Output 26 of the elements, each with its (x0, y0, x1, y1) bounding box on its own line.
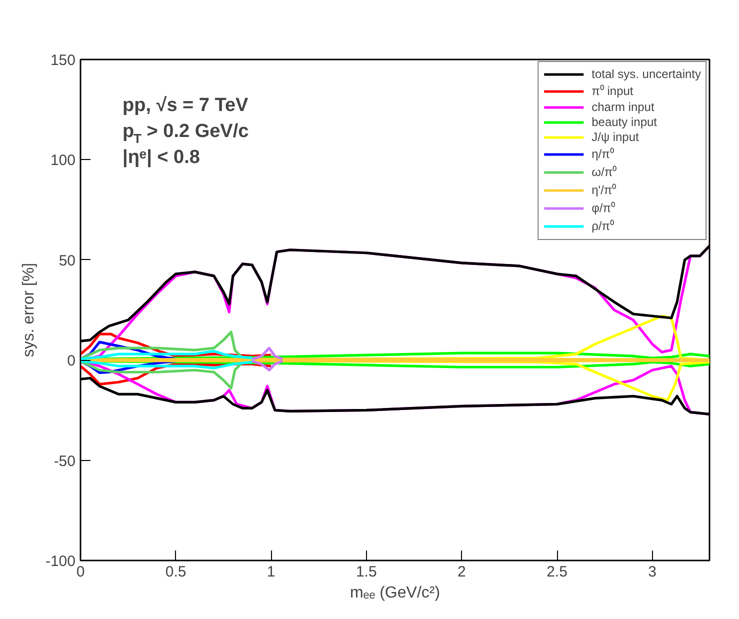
legend-label: charm input (592, 100, 654, 114)
y-axis-title: sys. error [%] (20, 262, 38, 358)
x-tick-label: 2 (458, 564, 466, 580)
y-tick-label: 150 (50, 52, 76, 69)
x-tick-label: 0.5 (165, 564, 186, 580)
y-tick-label: 50 (58, 252, 76, 270)
annotation: pp, √s = 7 TeV (122, 95, 249, 116)
x-tick-label: 2.5 (546, 564, 568, 580)
legend-label: η/π⁰ (592, 146, 614, 162)
x-tick-label: 3 (648, 564, 656, 580)
y-tick-label: -100 (45, 553, 76, 570)
annotation: |ηᵉ| < 0.8 (122, 147, 200, 168)
y-tick-label: 0 (67, 352, 76, 370)
legend-label: total sys. uncertainty (592, 67, 701, 81)
legend-label: beauty input (592, 115, 657, 129)
legend-label: J/ψ input (592, 130, 639, 144)
x-tick-label: 1 (266, 564, 276, 580)
legend-label: ω/π⁰ (592, 164, 617, 180)
legend-label: π⁰ input (592, 83, 634, 99)
legend-label: η'/π⁰ (592, 182, 616, 198)
legend-label: ρ/π⁰ (592, 218, 614, 234)
y-tick-label: -50 (54, 452, 76, 470)
legend-label: φ/π⁰ (592, 200, 616, 216)
y-tick-label: 100 (50, 152, 76, 170)
x-axis-title: mₑₑ (GeV/c²) (350, 584, 440, 602)
x-tick-label: 1.5 (356, 564, 377, 580)
